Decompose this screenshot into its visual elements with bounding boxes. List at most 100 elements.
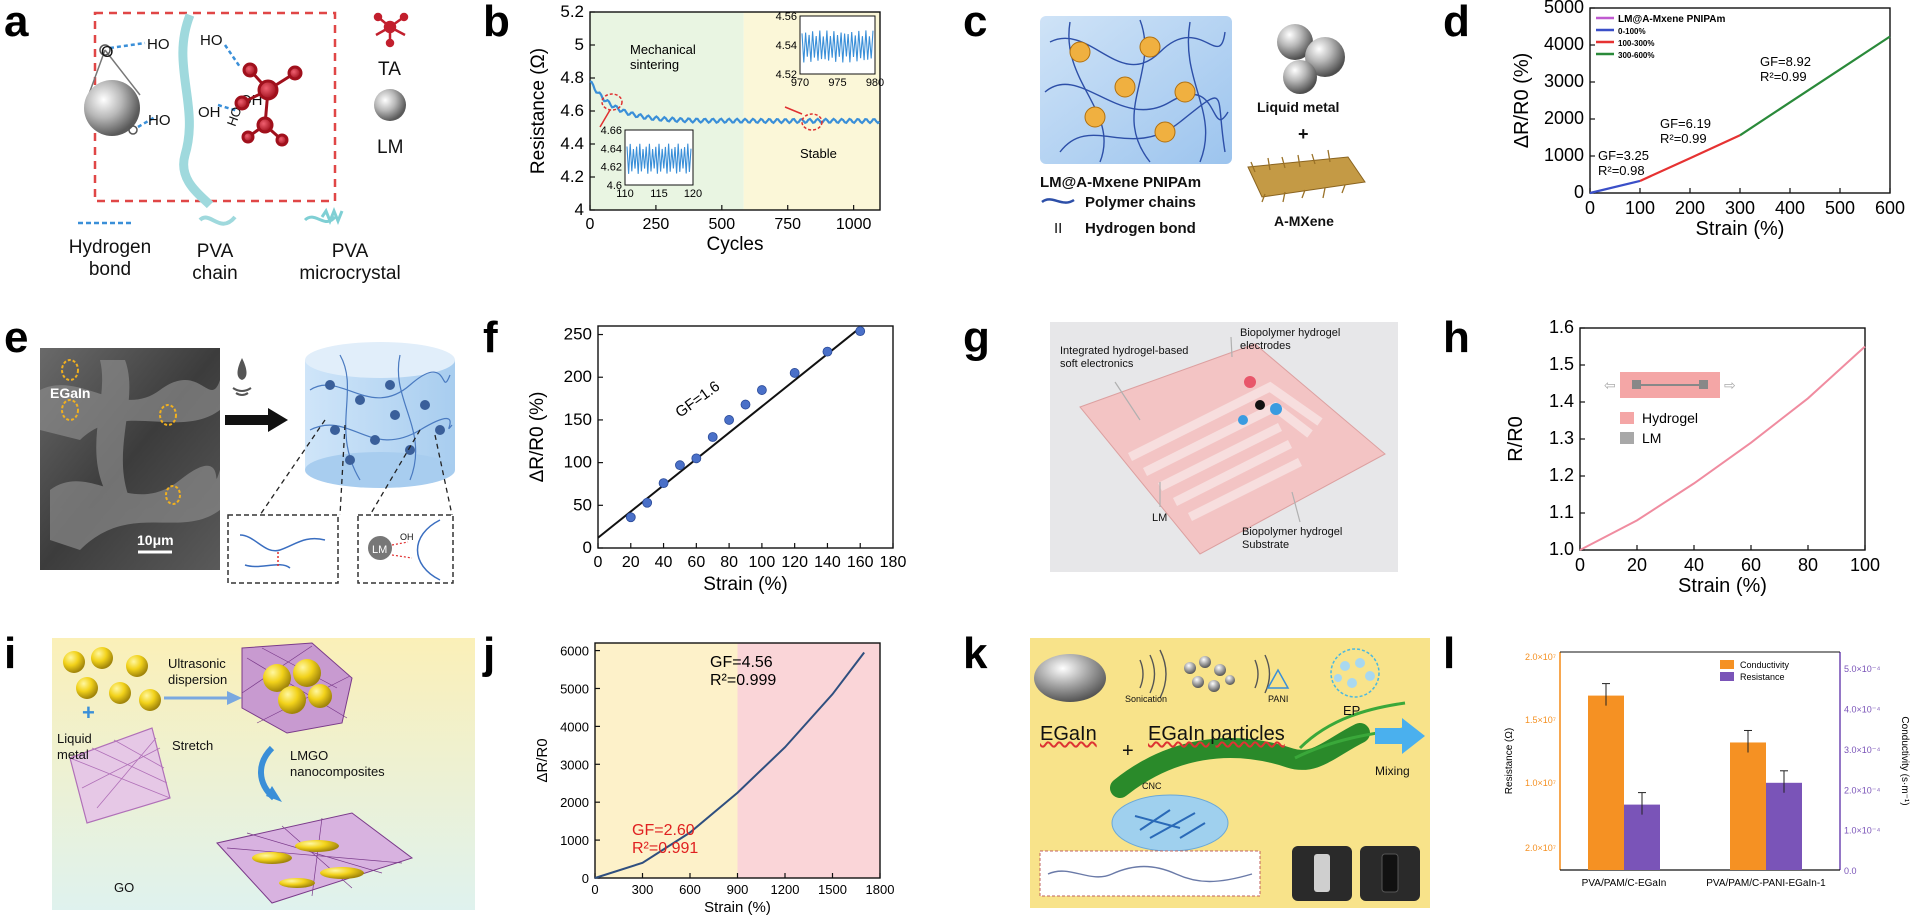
annotation-gf1-line-1: R²=0.98: [1598, 163, 1645, 178]
y-tick-label: 3000: [560, 757, 589, 772]
data-point-8: [756, 385, 767, 395]
lm-label-g: LM: [1152, 512, 1168, 524]
x-tick-label: 0: [594, 554, 603, 571]
zoom-arrow-1: [599, 109, 611, 128]
x-tick-label: 1500: [818, 882, 847, 897]
panel-g-illustration: Integrated hydrogel-based soft electroni…: [1050, 322, 1398, 572]
ta-legend-icon: [373, 12, 409, 48]
panel-label-k: k: [963, 629, 988, 678]
panel-g-svg: [1079, 336, 1386, 555]
x-tick-label: 100: [1850, 555, 1880, 575]
legend-label-1: LM: [1642, 430, 1661, 446]
y-axis-label: R/R0: [1505, 416, 1527, 462]
hydrogel-cylinder: [305, 342, 455, 488]
panel-f-chart: 0 20 40 60 80 100 120 140 160 180 0 50 100 150 200 250 S…: [520, 318, 920, 618]
y-tick-label: 50: [573, 495, 592, 514]
y-tick-label: 100: [564, 453, 592, 472]
data-point-4: [691, 453, 702, 464]
ta-label: TA: [378, 59, 401, 80]
lm-electrode-tracks: [1127, 381, 1323, 522]
annotation-gf3-line-1: R²=0.99: [1760, 69, 1807, 84]
panel-k-schematic: Sonication PANI EGaIn + EGaIn particles …: [1030, 638, 1430, 908]
x-tick-label: 60: [687, 554, 705, 571]
annotation-mechanical-line-1: sintering: [630, 57, 679, 72]
electrode-red: [1244, 376, 1256, 388]
x-tick-label: 200: [1675, 198, 1705, 218]
bar-1-0: [1624, 804, 1660, 870]
panel-label-e: e: [4, 313, 29, 362]
lm-legend-icon: [374, 89, 406, 121]
hbond-legend-text: Hydrogen bond: [68, 237, 152, 280]
inset-series-top: [801, 30, 874, 63]
panel-d-chart: 0 100 200 300 400 500 600 0 1000 2000 3000 4000 5000…: [1510, 0, 1910, 310]
mixing-arrow: [1375, 718, 1425, 754]
category-label-0: PVA/PAM/C-EGaIn: [1582, 878, 1667, 889]
annotation-gf-high-line-1: R²=0.999: [710, 672, 776, 689]
panel-label-l: l: [1443, 629, 1456, 678]
inset-frame-bottom: [624, 129, 694, 186]
y-tick-label: 5: [575, 35, 584, 54]
lm-particles-in-gel: [1069, 36, 1196, 143]
oh-inset-label: OH: [400, 532, 414, 542]
annotation-gf: GF=1.6: [672, 378, 723, 421]
series-strain: [594, 651, 865, 879]
pva-chain-curve: [178, 13, 214, 209]
y-tick-label: 1.4: [1549, 391, 1574, 411]
panel-c-schematic: Liquid metal + A-MXene LM@A-Mxene PNIPAm…: [1030, 2, 1440, 310]
y-tick-label: 1.5: [1549, 354, 1574, 374]
panel-c-svg: Liquid metal + A-MXene LM@A-Mxene PNIPAm…: [1040, 16, 1366, 237]
o-label: O: [101, 44, 113, 61]
plot-frame: [597, 325, 894, 549]
y-tick-label: 4: [575, 200, 584, 219]
panel-i-schematic: + Liquid metal Ultrasonic dispersion Str…: [52, 638, 475, 910]
x-tick-label: 20: [1627, 555, 1647, 575]
inset-y-tick-bottom: 4.66: [601, 125, 622, 137]
egain-label: EGaIn: [50, 385, 90, 401]
y-tick-label: 1.3: [1549, 428, 1574, 448]
chart-b-svg: 0 250 500 750 1000 4 4.2 4.4 4.6 4.8 5 5.2 Cycles Res…: [530, 2, 884, 255]
x-axis-label: Strain (%): [704, 899, 771, 916]
y-tick-label: 4000: [560, 719, 589, 734]
inset-y-tick-bottom: 4.62: [601, 162, 622, 174]
y-right-tick-label: 3.0×10⁻⁴: [1844, 745, 1881, 755]
stretched-composite: [216, 812, 414, 904]
pva-microcrystal-legend-text: PVA microcrystal: [299, 241, 401, 284]
x-tick-label: 400: [1775, 198, 1805, 218]
inset-x-tick-top: 980: [866, 77, 884, 89]
plus-k: +: [1122, 740, 1134, 762]
panel-a-svg: O HO HO OH HO OH HO TA LM: [78, 11, 409, 226]
panel-label-b: b: [483, 0, 510, 46]
legend-swatch-1: [1620, 432, 1634, 444]
ta-molecule: [234, 62, 303, 147]
droplet-icon: [237, 358, 247, 380]
x-tick-label: 60: [1741, 555, 1761, 575]
oh-2: OH: [198, 104, 221, 121]
y-left-tick-label: 2.0×10⁷: [1525, 843, 1556, 853]
region-high-strain: [737, 643, 880, 878]
y-left-tick-label: 2.0×10⁷: [1525, 652, 1556, 662]
integrated-label: Integrated hydrogel-based soft electroni…: [1060, 345, 1189, 370]
y-axis-label: ΔR/R0 (%): [527, 392, 548, 483]
y-tick-label: 3000: [1544, 71, 1584, 91]
y-axis-label: ΔR/R0: [534, 738, 551, 782]
lm-label: LM: [377, 137, 403, 158]
x-tick-label: 300: [1725, 198, 1755, 218]
cnc-label: CNC: [1142, 781, 1162, 791]
y-tick-label: 1.2: [1549, 465, 1574, 485]
plus-sign: +: [1298, 124, 1309, 144]
x-tick-label: 100: [749, 554, 776, 571]
x-tick-label: 100: [1625, 198, 1655, 218]
lm-droplet-1: [1277, 24, 1313, 60]
legend-swatch-1: [1720, 672, 1734, 681]
x-axis-label: Strain (%): [1678, 575, 1767, 597]
data-point-7: [740, 399, 751, 410]
y-tick-label: 150: [564, 410, 592, 429]
stretch-label: Stretch: [172, 738, 214, 753]
sonication-waves: [1139, 649, 1167, 699]
chart-h-svg: 0 20 40 60 80 100 1.0 1.1 1.2 1.3 1.4 1.5 1.6 Strain …: [1505, 320, 1880, 597]
egain-droplet: [1034, 654, 1106, 702]
y-tick-label: 6000: [560, 644, 589, 659]
y-tick-label: 250: [564, 325, 592, 344]
inset-y-tick-top: 4.54: [776, 40, 797, 52]
y-tick-label: 0: [582, 871, 589, 886]
